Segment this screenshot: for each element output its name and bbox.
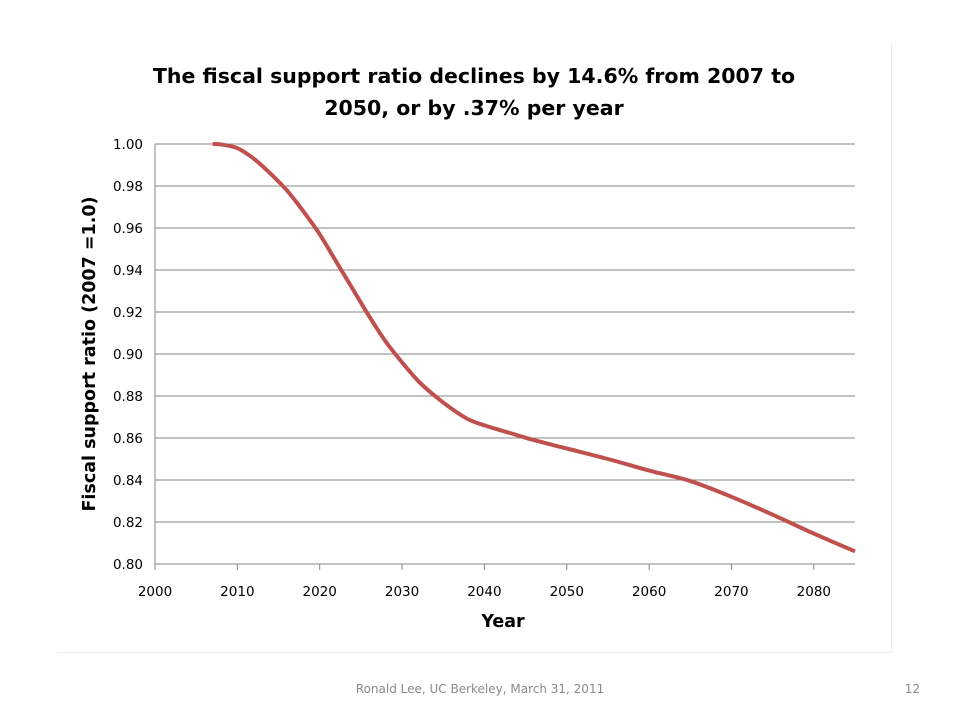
chart-title-line: 2050, or by .37% per year — [324, 96, 624, 120]
x-tick-label: 2000 — [138, 584, 172, 600]
x-tick-label: 2010 — [220, 584, 254, 600]
slide-page-number: 12 — [904, 682, 920, 696]
y-tick-labels: 1.00 0.98 0.96 0.94 0.92 0.90 0.88 0.86 0.84 0.82… — [113, 137, 143, 573]
x-tick-label: 2080 — [797, 584, 831, 600]
gridlines — [155, 143, 855, 523]
y-tick-label: 0.94 — [113, 263, 143, 279]
y-tick-label: 1.00 — [113, 137, 143, 153]
y-tick-label: 0.92 — [113, 305, 143, 321]
x-tick-label: 2030 — [385, 584, 419, 600]
y-tick-label: 0.82 — [113, 515, 143, 531]
x-tick-label: 2070 — [714, 584, 748, 600]
x-tick-label: 2020 — [303, 584, 337, 600]
y-tick-label: 0.88 — [113, 389, 143, 405]
series-group — [212, 141, 856, 554]
series-line — [212, 141, 856, 554]
y-axis-title: Fiscal support ratio (2007 =1.0) — [80, 196, 100, 511]
y-tick-label: 0.86 — [113, 431, 143, 447]
y-tick-label: 0.80 — [113, 557, 143, 573]
y-tick-label: 0.98 — [113, 179, 143, 195]
y-tick-label: 0.84 — [113, 473, 143, 489]
x-tick-labels: 2000 2010 2020 2030 2040 2050 2060 2070 2080 — [138, 564, 831, 600]
chart-title: The fiscal support ratio declines by 14.… — [153, 64, 795, 120]
chart-title-line: The fiscal support ratio declines by 14.… — [153, 64, 795, 88]
chart-frame — [57, 44, 892, 653]
x-tick-label: 2060 — [632, 584, 666, 600]
x-axis-title: Year — [480, 612, 525, 632]
axes — [154, 144, 855, 565]
y-tick-label: 0.90 — [113, 347, 143, 363]
x-tick-label: 2040 — [467, 584, 501, 600]
y-tick-label: 0.96 — [113, 221, 143, 237]
x-tick-label: 2050 — [550, 584, 584, 600]
slide-footer: Ronald Lee, UC Berkeley, March 31, 2011 — [355, 682, 605, 696]
